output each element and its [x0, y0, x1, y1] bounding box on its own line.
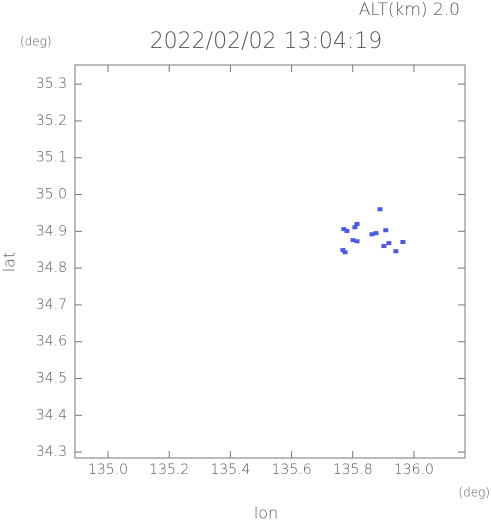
echo-point	[381, 244, 387, 249]
x-tick-label: 135.8	[333, 462, 373, 478]
y-tick-label: 35.2	[36, 113, 67, 129]
x-tick-label: 135.6	[272, 462, 312, 478]
x-tick-label: 136.0	[394, 462, 434, 478]
x-axis-label: lon	[254, 504, 278, 521]
echo-point	[369, 232, 375, 237]
echo-point	[341, 227, 347, 232]
echo-point	[340, 248, 346, 253]
x-tick-label: 135.2	[149, 462, 189, 478]
y-axis-label: lat	[0, 252, 19, 273]
altitude-label: ALT(km) 2.0	[359, 0, 460, 20]
y-tick-label: 34.9	[36, 223, 67, 239]
y-tick-label: 35.3	[36, 76, 67, 92]
echo-point	[393, 249, 399, 254]
echo-point	[386, 241, 392, 246]
y-unit: (deg)	[20, 35, 52, 49]
echo-point	[350, 238, 356, 243]
echo-point	[373, 231, 379, 236]
y-tick-label: 34.7	[36, 297, 67, 313]
y-tick-label: 35.0	[36, 187, 67, 203]
y-tick-label: 34.3	[36, 444, 67, 460]
echo-point	[344, 228, 350, 233]
plot-frame	[74, 64, 466, 459]
chart-title: 2022/02/02 13:04:19	[150, 29, 383, 54]
x-tick-label: 135.4	[210, 462, 250, 478]
echo-point	[354, 221, 360, 226]
y-tick-label: 34.5	[36, 371, 67, 387]
y-tick-label: 34.8	[36, 260, 67, 276]
y-tick-label: 35.1	[36, 150, 67, 166]
echo-point	[400, 239, 406, 244]
echo-point	[377, 207, 383, 212]
y-tick-label: 34.4	[36, 407, 67, 423]
echo-point	[352, 225, 358, 230]
x-tick-label: 135.0	[88, 462, 128, 478]
echo-point	[354, 239, 360, 244]
y-tick-label: 34.6	[36, 334, 67, 350]
echo-point	[342, 250, 348, 255]
x-unit: (deg)	[458, 486, 490, 500]
echo-point	[383, 228, 389, 233]
